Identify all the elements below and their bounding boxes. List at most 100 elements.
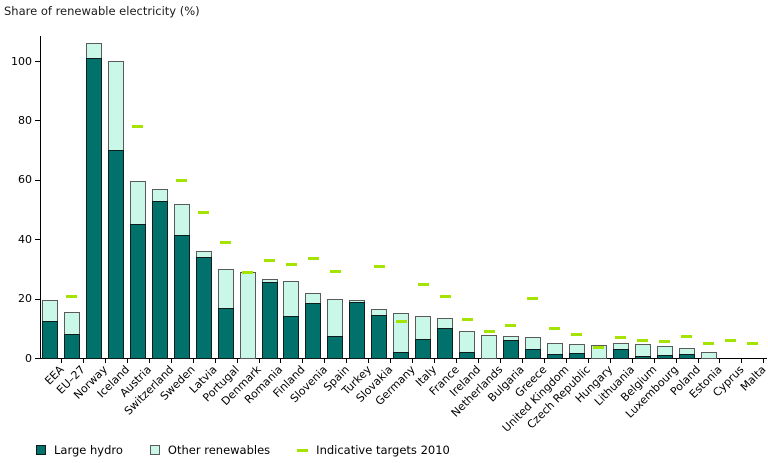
indicative-target-dash-icon: [297, 448, 309, 452]
bar-other-renewables-segment: [173, 203, 190, 236]
bar-large-hydro-segment: [327, 335, 344, 359]
indicative-target-marker: [242, 270, 254, 274]
x-axis-tick: [390, 359, 392, 363]
bar-large-hydro-segment: [129, 224, 146, 359]
bar-other-renewables-segment: [239, 271, 256, 359]
bar-large-hydro-segment: [173, 234, 190, 359]
x-axis-tick: [82, 359, 84, 363]
legend: Large hydro Other renewables Indicative …: [36, 443, 450, 457]
bar-large-hydro-segment: [63, 334, 80, 359]
legend-label-other-renewables: Other renewables: [167, 443, 271, 457]
x-axis-tick: [192, 359, 194, 363]
bar-large-hydro-segment: [349, 302, 366, 359]
x-axis-tick: [719, 359, 721, 363]
x-axis-tick: [258, 359, 260, 363]
x-axis-tick: [236, 359, 238, 363]
indicative-target-marker: [549, 327, 561, 331]
y-axis-tick-label: 100: [11, 54, 32, 68]
y-axis-tick: [35, 358, 40, 359]
y-axis-tick-label: 0: [25, 351, 32, 365]
bar-large-hydro-segment: [107, 150, 124, 359]
x-axis-tick: [104, 359, 106, 363]
x-axis-tick: [412, 359, 414, 363]
bar-large-hydro-segment: [437, 328, 454, 359]
x-axis-tick: [148, 359, 150, 363]
bar-other-renewables-segment: [107, 61, 124, 152]
bar-other-renewables-segment: [327, 298, 344, 337]
bar-large-hydro-segment: [459, 352, 476, 359]
bar-large-hydro-segment: [217, 307, 234, 359]
indicative-target-marker: [439, 294, 451, 298]
bar-other-renewables-segment: [700, 352, 717, 359]
x-axis-tick: [763, 359, 765, 363]
bar-large-hydro-segment: [634, 355, 651, 359]
bar-other-renewables-segment: [283, 280, 300, 318]
y-axis-tick: [35, 120, 40, 122]
x-axis-tick: [565, 359, 567, 363]
x-axis-tick: [587, 359, 589, 363]
legend-label-large-hydro: Large hydro: [54, 443, 123, 457]
bar-other-renewables-segment: [85, 43, 102, 60]
x-axis-tick: [456, 359, 458, 363]
legend-item-other-renewables: Other renewables: [149, 443, 271, 457]
indicative-target-marker: [417, 282, 429, 286]
y-axis-tick: [35, 61, 40, 62]
indicative-target-marker: [176, 178, 188, 182]
bar-large-hydro-segment: [415, 338, 432, 359]
bar-large-hydro-segment: [546, 354, 563, 359]
x-axis-tick: [280, 359, 282, 363]
bar-other-renewables-segment: [63, 311, 80, 336]
indicative-target-marker: [527, 297, 539, 301]
bar-large-hydro-segment: [656, 355, 673, 359]
x-axis-tick: [478, 359, 480, 363]
x-axis-tick: [214, 359, 216, 363]
indicative-target-marker: [395, 319, 407, 323]
y-axis-tick-label: 40: [18, 232, 32, 246]
indicative-target-marker: [483, 330, 495, 334]
bar-large-hydro-segment: [371, 314, 388, 359]
x-axis-tick: [434, 359, 436, 363]
bar-other-renewables-segment: [415, 316, 432, 340]
x-axis-tick: [675, 359, 677, 363]
bar-large-hydro-segment: [524, 349, 541, 359]
x-axis-tick: [653, 359, 655, 363]
bar-large-hydro-segment: [568, 352, 585, 359]
bar-large-hydro-segment: [305, 303, 322, 359]
bar-large-hydro-segment: [393, 352, 410, 359]
x-axis-tick: [126, 359, 128, 363]
x-axis-tick: [60, 359, 62, 363]
x-axis-tick: [368, 359, 370, 363]
bar-other-renewables-segment: [459, 331, 476, 354]
large-hydro-swatch-icon: [36, 445, 46, 455]
y-axis-tick-label: 80: [18, 113, 32, 127]
x-axis-tick: [302, 359, 304, 363]
indicative-target-marker: [132, 125, 144, 129]
x-axis-tick: [521, 359, 523, 363]
chart-title: Share of renewable electricity (%): [4, 4, 200, 18]
x-axis-tick: [609, 359, 611, 363]
indicative-target-marker: [571, 333, 583, 337]
bar-large-hydro-segment: [612, 349, 629, 359]
indicative-target-marker: [220, 241, 232, 245]
indicative-target-marker: [285, 263, 297, 267]
bar-large-hydro-segment: [502, 340, 519, 359]
bar-large-hydro-segment: [85, 58, 102, 359]
x-axis-tick: [741, 359, 743, 363]
indicative-target-marker: [264, 258, 275, 262]
x-axis-tick: [346, 359, 348, 363]
indicative-target-marker: [307, 257, 319, 261]
x-axis-tick: [499, 359, 501, 363]
indicative-target-marker: [746, 342, 758, 346]
indicative-target-marker: [66, 294, 78, 298]
bar-other-renewables-segment: [481, 334, 497, 359]
bar-large-hydro-segment: [283, 316, 300, 359]
legend-label-indicative-targets: Indicative targets 2010: [316, 443, 450, 457]
other-renewables-swatch-icon: [149, 445, 160, 455]
indicative-target-marker: [637, 339, 649, 343]
indicative-target-marker: [681, 334, 693, 338]
indicative-target-marker: [659, 340, 671, 344]
legend-item-indicative-targets: Indicative targets 2010: [297, 443, 450, 457]
bar-other-renewables-segment: [42, 300, 58, 322]
indicative-target-marker: [329, 269, 341, 273]
